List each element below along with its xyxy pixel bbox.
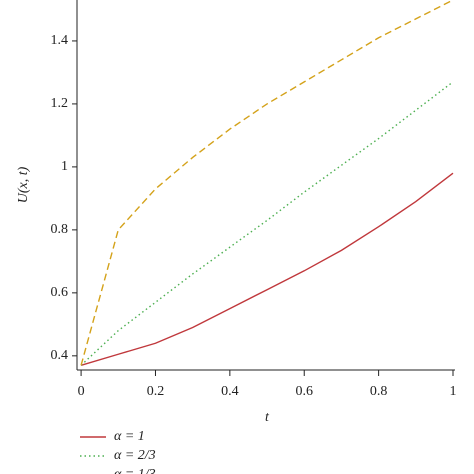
data-line (80, 0, 454, 366)
y-tick-label: 0.6 (51, 285, 69, 300)
plot-area (80, 0, 454, 366)
data-line (80, 172, 454, 366)
x-tick-label: 1 (450, 384, 457, 399)
legend-label: α = 1/3 (114, 467, 156, 474)
legend-label: α = 2/3 (114, 448, 156, 463)
y-tick-label: 1.2 (51, 96, 69, 111)
x-tick-label: 0.2 (147, 384, 165, 399)
y-axis-label: U(x, t) (16, 166, 31, 203)
x-tick-label: 0.8 (370, 384, 388, 399)
x-axis-label: t (265, 410, 270, 425)
x-tick-label: 0.4 (221, 384, 239, 399)
x-tick-label: 0 (78, 384, 85, 399)
legend-label: α = 1 (114, 429, 145, 444)
y-tick-label: 0.8 (51, 222, 69, 237)
x-tick-label: 0.6 (295, 384, 313, 399)
y-tick-label: 1 (61, 159, 68, 174)
data-line (80, 81, 454, 366)
y-tick-label: 0.4 (51, 348, 69, 363)
y-tick-label: 1.4 (51, 33, 69, 48)
